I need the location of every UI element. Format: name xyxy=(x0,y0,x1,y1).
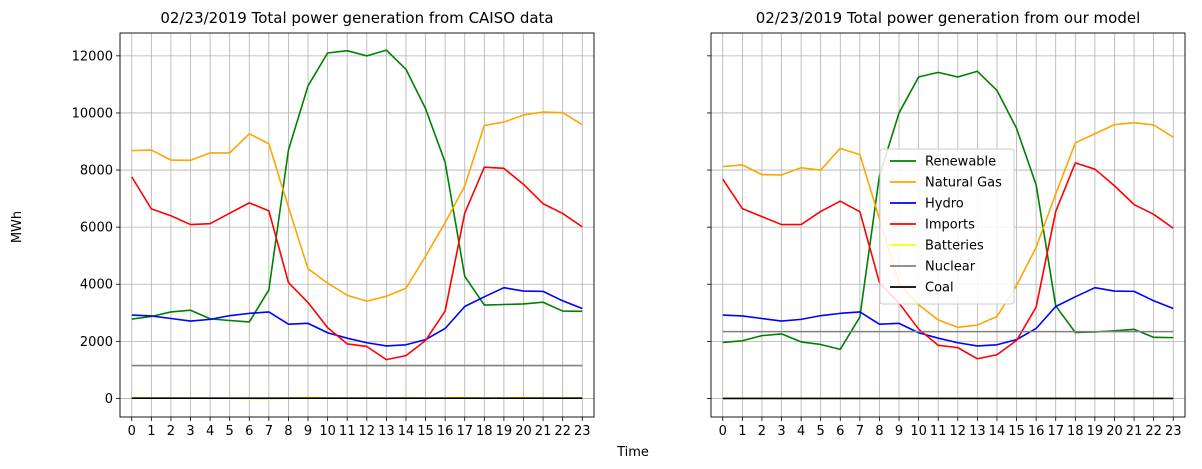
x-tick-label: 0 xyxy=(719,424,727,439)
x-tick-label: 0 xyxy=(128,424,136,439)
legend-label: Hydro xyxy=(925,197,964,212)
x-axis-label: Time xyxy=(616,445,649,460)
series-line-hydro xyxy=(722,286,1174,347)
legend-label: Renewable xyxy=(925,155,996,170)
x-tick-label: 7 xyxy=(265,424,273,439)
x-tick-label: 9 xyxy=(304,424,312,439)
legend-label: Batteries xyxy=(925,239,984,254)
y-tick-label: 8000 xyxy=(80,164,113,179)
x-tick-label: 2 xyxy=(167,424,175,439)
x-tick-label: 17 xyxy=(1047,424,1064,439)
x-tick-label: 4 xyxy=(206,424,214,439)
x-tick-label: 19 xyxy=(1087,424,1104,439)
x-tick-label: 14 xyxy=(398,424,415,439)
x-tick-label: 10 xyxy=(319,424,336,439)
x-tick-label: 13 xyxy=(378,424,395,439)
y-tick-label: 4000 xyxy=(80,278,113,293)
x-tick-label: 8 xyxy=(284,424,292,439)
left-chart-panel: 02/23/2019 Total power generation from C… xyxy=(72,9,595,439)
x-tick-label: 17 xyxy=(456,424,473,439)
right-chart-panel: 02/23/2019 Total power generation from o… xyxy=(707,9,1186,439)
y-axis-label: MWh xyxy=(10,211,25,243)
x-tick-label: 6 xyxy=(836,424,844,439)
x-tick-label: 22 xyxy=(1145,424,1162,439)
series-line-imports xyxy=(131,166,583,361)
x-tick-label: 15 xyxy=(417,424,434,439)
series-line-natural-gas xyxy=(131,111,583,302)
x-tick-label: 11 xyxy=(339,424,356,439)
x-tick-label: 14 xyxy=(989,424,1006,439)
series-line-imports xyxy=(722,162,1174,360)
legend-label: Imports xyxy=(925,218,975,233)
chart-title: 02/23/2019 Total power generation from o… xyxy=(756,9,1141,27)
x-tick-label: 6 xyxy=(245,424,253,439)
x-tick-label: 18 xyxy=(476,424,493,439)
x-tick-label: 12 xyxy=(950,424,967,439)
x-tick-label: 5 xyxy=(817,424,825,439)
x-tick-label: 16 xyxy=(1028,424,1045,439)
legend-label: Coal xyxy=(925,281,954,296)
legend-label: Natural Gas xyxy=(925,176,1002,191)
y-tick-label: 12000 xyxy=(72,49,113,64)
plot-frame xyxy=(710,32,1186,418)
x-tick-label: 21 xyxy=(1126,424,1143,439)
x-tick-label: 13 xyxy=(969,424,986,439)
y-tick-label: 0 xyxy=(105,392,113,407)
y-tick-label: 6000 xyxy=(80,221,113,236)
y-tick-label: 10000 xyxy=(72,106,113,121)
x-tick-label: 15 xyxy=(1008,424,1025,439)
x-tick-label: 1 xyxy=(147,424,155,439)
x-tick-label: 18 xyxy=(1067,424,1084,439)
x-tick-label: 11 xyxy=(930,424,947,439)
x-tick-label: 3 xyxy=(777,424,785,439)
x-tick-label: 8 xyxy=(875,424,883,439)
series-line-natural-gas xyxy=(722,121,1174,329)
x-tick-label: 20 xyxy=(515,424,532,439)
x-tick-label: 23 xyxy=(574,424,591,439)
x-tick-label: 12 xyxy=(359,424,376,439)
x-tick-label: 4 xyxy=(797,424,805,439)
chart-title: 02/23/2019 Total power generation from C… xyxy=(160,9,553,27)
series-line-renewable xyxy=(131,49,583,323)
x-tick-label: 9 xyxy=(895,424,903,439)
x-tick-label: 19 xyxy=(496,424,513,439)
legend-label: Nuclear xyxy=(925,260,976,275)
x-tick-label: 16 xyxy=(437,424,454,439)
x-tick-label: 10 xyxy=(910,424,927,439)
x-tick-label: 23 xyxy=(1165,424,1182,439)
x-tick-label: 20 xyxy=(1106,424,1123,439)
series-line-hydro xyxy=(131,286,583,347)
x-tick-label: 5 xyxy=(226,424,234,439)
x-tick-label: 22 xyxy=(554,424,571,439)
legend: Renewable Natural Gas Hydro Imports Batterie… xyxy=(879,148,1015,305)
x-tick-label: 7 xyxy=(856,424,864,439)
y-tick-label: 2000 xyxy=(80,335,113,350)
x-tick-label: 3 xyxy=(186,424,194,439)
x-tick-label: 1 xyxy=(738,424,746,439)
x-tick-label: 21 xyxy=(535,424,552,439)
x-tick-label: 2 xyxy=(758,424,766,439)
plot-frame xyxy=(119,32,595,418)
